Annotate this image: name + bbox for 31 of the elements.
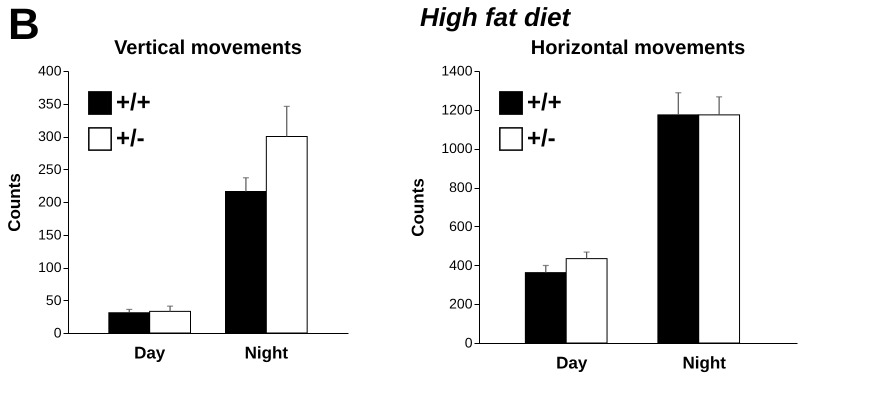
x-tick-label: Day bbox=[134, 344, 166, 362]
y-axis-title: Counts bbox=[408, 178, 428, 237]
x-tick-label: Night bbox=[682, 354, 726, 372]
y-tick-label: 1400 bbox=[441, 62, 473, 78]
y-tick-label: 350 bbox=[38, 95, 62, 112]
text: High fat diet bbox=[420, 2, 570, 33]
y-tick-label: 50 bbox=[46, 292, 62, 308]
legend-label: +/- bbox=[527, 125, 556, 152]
y-tick-label: 150 bbox=[38, 226, 62, 242]
text: B bbox=[8, 0, 40, 50]
y-tick-label: 600 bbox=[449, 218, 473, 234]
y-tick-label: 0 bbox=[464, 334, 473, 350]
legend-label: +/+ bbox=[527, 89, 562, 116]
chart-title: Vertical movements bbox=[114, 37, 302, 59]
y-axis-title: Counts bbox=[5, 173, 24, 232]
y-tick-label: 200 bbox=[449, 296, 473, 312]
x-tick-label: Day bbox=[556, 354, 588, 372]
y-tick-label: 400 bbox=[38, 62, 62, 78]
y-tick-label: 400 bbox=[449, 256, 473, 273]
y-tick-label: 1000 bbox=[441, 140, 473, 156]
legend-label: +/+ bbox=[116, 89, 151, 116]
y-tick-label: 100 bbox=[38, 259, 62, 275]
y-tick-label: 250 bbox=[38, 160, 62, 177]
y-tick-label: 300 bbox=[38, 128, 62, 144]
x-tick-label: Night bbox=[244, 344, 288, 362]
chart-title: Horizontal movements bbox=[530, 37, 746, 59]
y-tick-label: 0 bbox=[54, 324, 62, 340]
legend-label: +/- bbox=[116, 125, 145, 152]
y-tick-label: 1200 bbox=[441, 101, 473, 118]
y-tick-label: 800 bbox=[449, 179, 473, 196]
y-tick-label: 200 bbox=[38, 194, 62, 210]
